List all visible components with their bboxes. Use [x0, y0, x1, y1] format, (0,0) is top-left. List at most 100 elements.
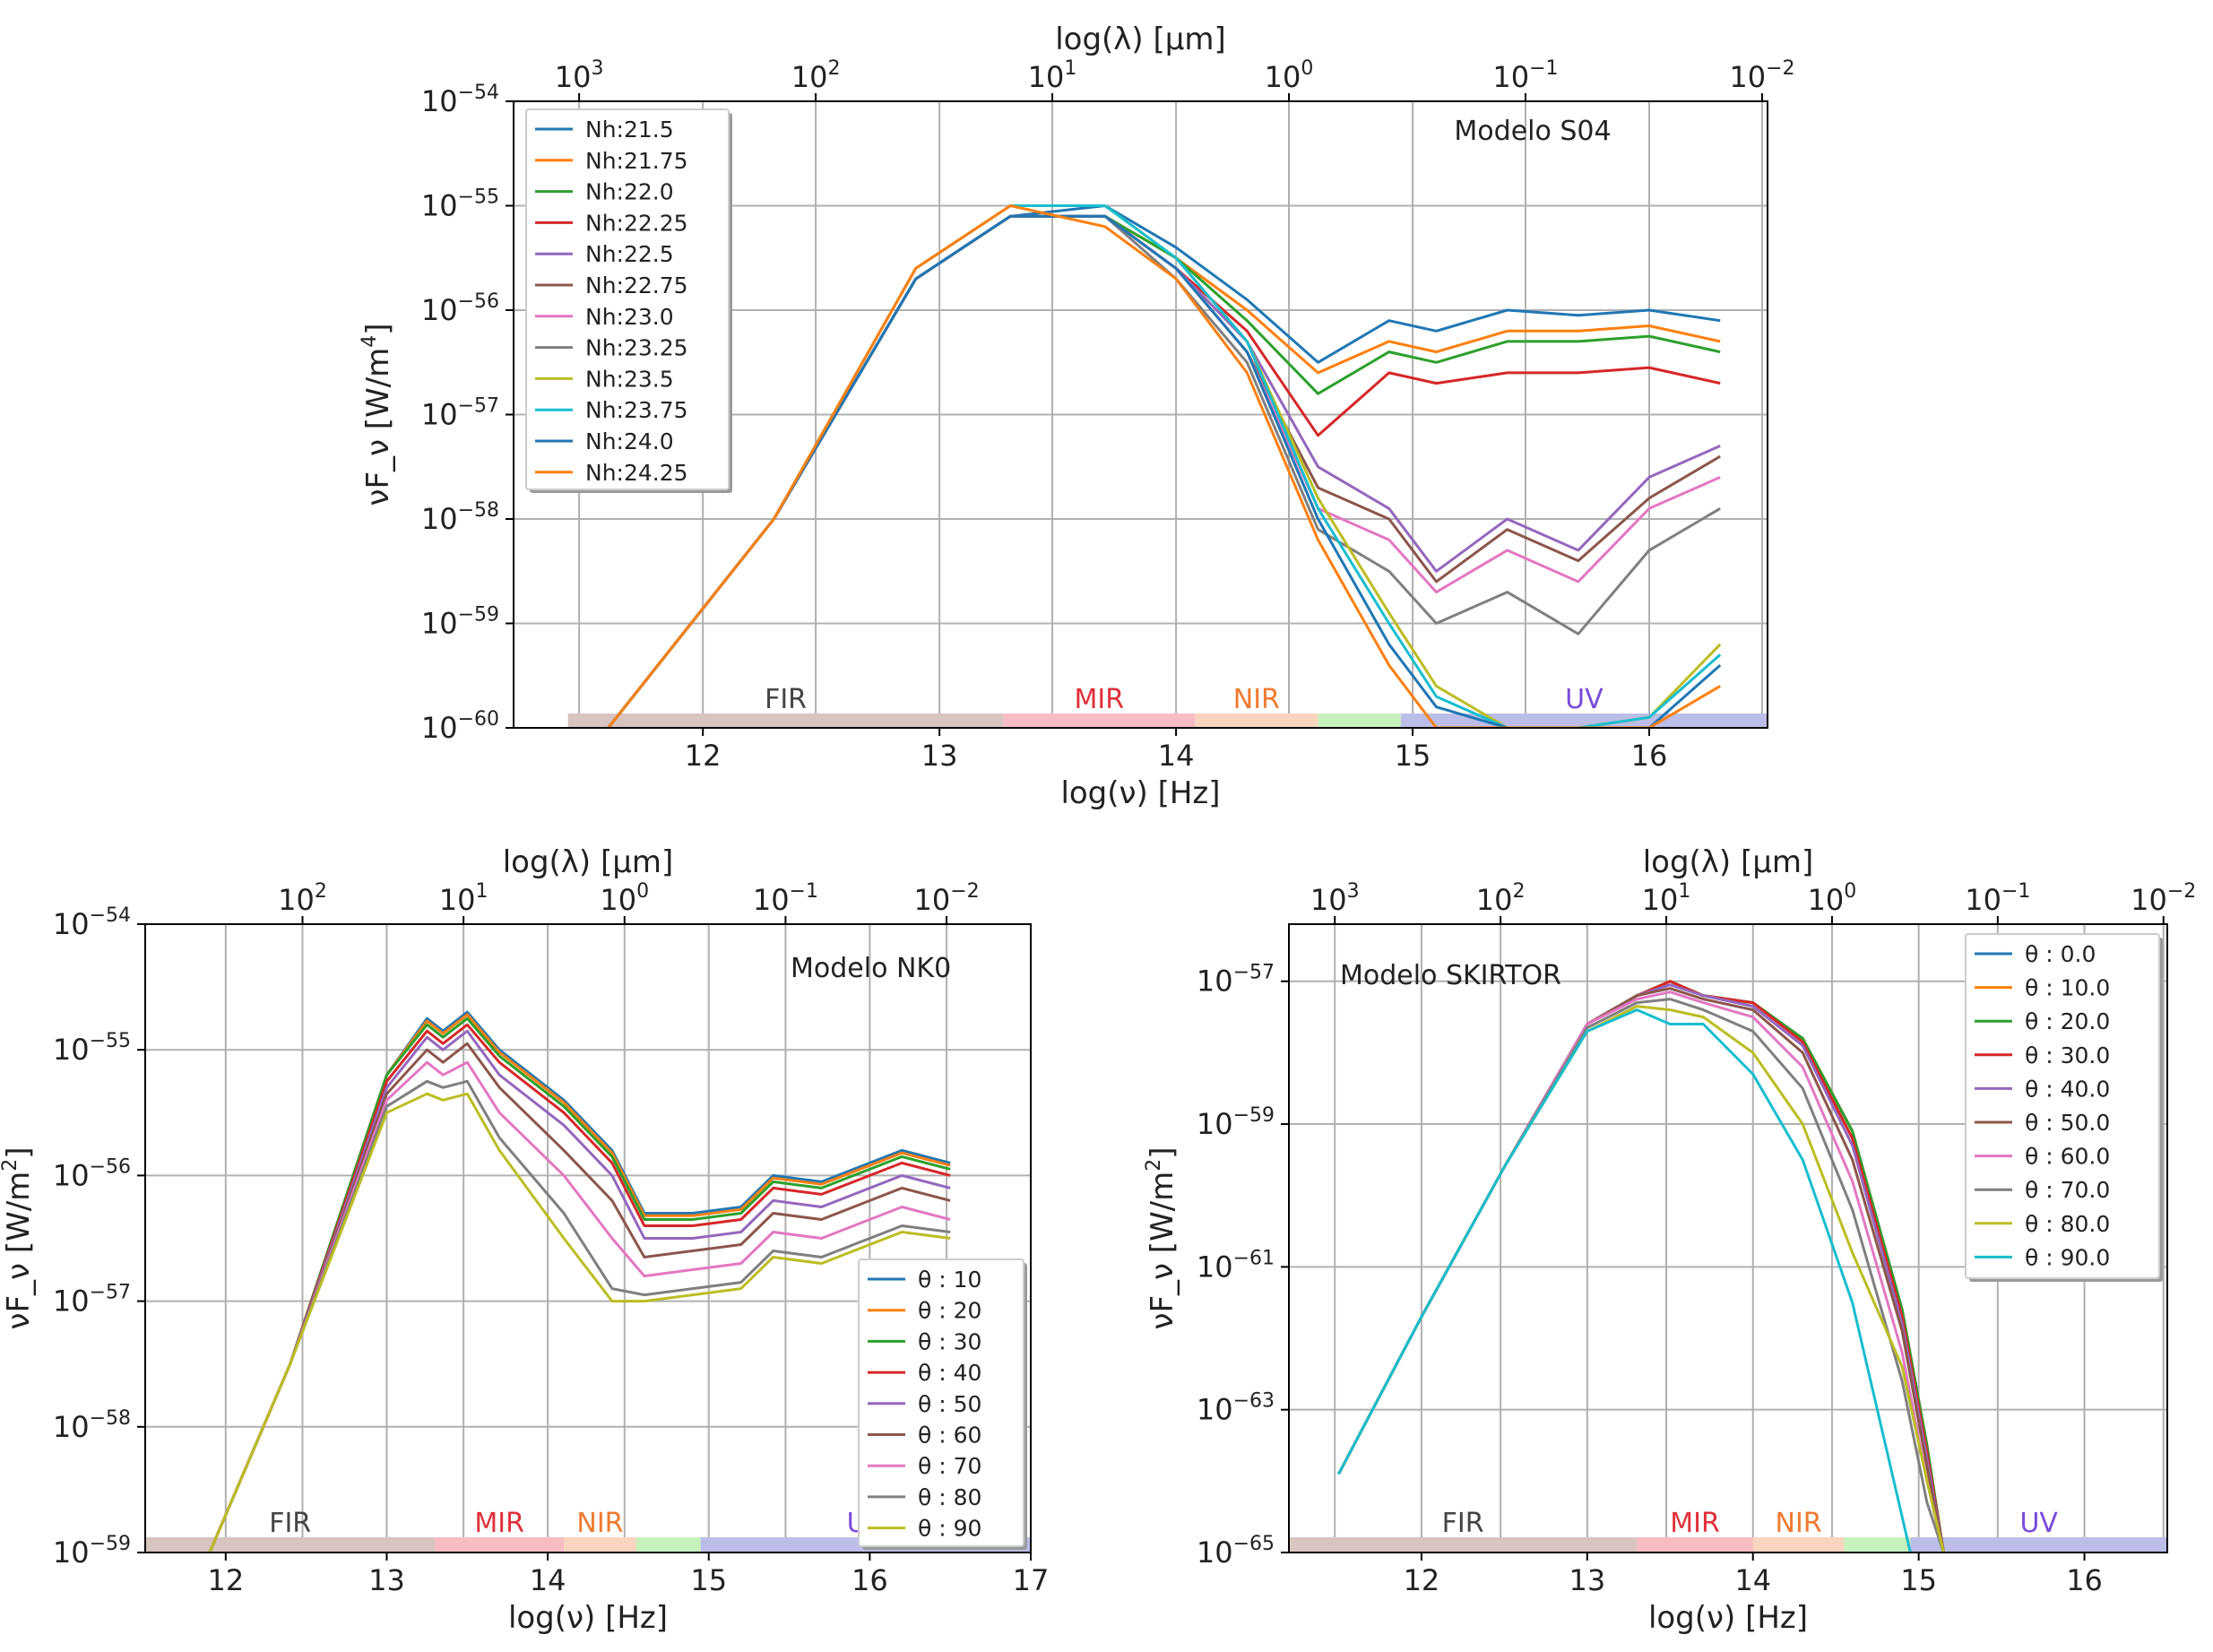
x-tick-label: 15 [1395, 739, 1431, 773]
series-group [1337, 980, 1945, 1553]
legend-entry: θ : 40 [918, 1360, 981, 1386]
legend-entry: θ : 80.0 [2025, 1211, 2110, 1237]
x-tick-label: 14 [1158, 739, 1195, 773]
top-tick-label: 102 [1476, 880, 1526, 917]
band-nir [1752, 1537, 1845, 1553]
legend-entry: Nh:22.75 [585, 272, 688, 298]
top-axis-label: log(λ) [μm] [1643, 844, 1814, 880]
legend-entry: Nh:23.25 [585, 335, 688, 361]
legend-entry: Nh:22.25 [585, 210, 688, 236]
top-axis-label: log(λ) [μm] [1055, 22, 1226, 57]
series-line-6 [208, 1060, 951, 1553]
x-tick-label: 15 [690, 1563, 727, 1597]
top-tick-label: 100 [600, 880, 649, 917]
band-label: UV [2019, 1508, 2058, 1539]
series-line-11 [607, 204, 1721, 728]
top-axis-label: log(λ) [μm] [503, 844, 674, 880]
legend-entry: θ : 40.0 [2025, 1076, 2110, 1102]
legend-entry: θ : 60 [918, 1423, 981, 1449]
y-tick-label: 10−59 [421, 604, 499, 641]
series-line-3 [208, 1023, 951, 1553]
top-tick-label: 10−1 [1492, 57, 1558, 94]
top-tick-label: 10−1 [1965, 880, 2030, 917]
y-tick-label: 10−56 [53, 1155, 131, 1192]
x-tick-label: 16 [1631, 739, 1668, 773]
y-tick-label: 10−57 [1197, 962, 1275, 999]
chart-panel-skirtor: FIR MIR NIR UV 12 13 14 15 16 10−65 10−63 10−61 10−5… [1143, 844, 2196, 1636]
series-line-4 [208, 1029, 951, 1553]
legend-entry: θ : 50 [918, 1391, 981, 1417]
top-tick-label: 10−2 [2131, 880, 2196, 917]
legend-entry: θ : 90.0 [2025, 1244, 2110, 1270]
legend: θ : 0.0 θ : 10.0 θ : 20.0 θ : 30.0 θ : 40.0 θ… [1965, 933, 2163, 1282]
band-label: FIR [765, 684, 807, 715]
x-tick-label: 12 [685, 739, 722, 773]
x-tick-label: 15 [1900, 1563, 1937, 1597]
legend-entry: Nh:23.75 [585, 397, 688, 423]
band-label: FIR [1442, 1508, 1484, 1539]
legend-entry: Nh:22.0 [585, 179, 674, 205]
y-axis-label: νF_ν [W/m2] [0, 1146, 37, 1329]
series-line-2 [208, 1016, 951, 1553]
top-tick-label: 100 [1265, 57, 1314, 94]
x-tick-label: 16 [2066, 1563, 2103, 1597]
legend-entry: Nh:23.5 [585, 366, 674, 392]
legend-entry: θ : 80 [918, 1484, 981, 1510]
legend-entry: θ : 30.0 [2025, 1042, 2110, 1068]
legend-entry: θ : 20 [918, 1298, 981, 1324]
x-tick-label: 13 [921, 739, 958, 773]
axes-frame [144, 923, 1032, 1553]
x-tick-label: 13 [1569, 1563, 1605, 1597]
series-group [208, 1010, 951, 1553]
band-vis [1318, 714, 1401, 728]
legend-entry: θ : 0.0 [2025, 941, 2096, 967]
band-label: NIR [1776, 1508, 1822, 1539]
legend-box [525, 108, 730, 490]
legend-entry: θ : 10 [918, 1267, 981, 1293]
y-tick-label: 10−58 [53, 1407, 131, 1444]
x-axis-label: log(ν) [Hz] [1648, 1600, 1808, 1636]
legend-entry: θ : 10.0 [2025, 975, 2110, 1001]
y-tick-label: 10−59 [1197, 1104, 1275, 1141]
y-tick-label: 10−54 [421, 82, 499, 118]
axes-frame [1288, 923, 2168, 1553]
legend-entry: θ : 70.0 [2025, 1177, 2110, 1203]
band-vis [635, 1537, 701, 1553]
y-tick-label: 10−57 [421, 395, 499, 432]
y-tick-label: 10−59 [53, 1533, 131, 1570]
chart-title: Modelo S04 [1454, 116, 1611, 147]
legend-entry: θ : 90 [918, 1516, 981, 1542]
band-label: MIR [1075, 684, 1125, 715]
y-tick-label: 10−54 [53, 904, 131, 941]
top-tick-label: 100 [1808, 880, 1857, 917]
top-tick-label: 103 [555, 57, 604, 94]
top-tick-label: 102 [791, 57, 841, 94]
legend-entry: θ : 50.0 [2025, 1110, 2110, 1136]
legend-box [858, 1258, 1024, 1547]
y-tick-label: 10−55 [421, 186, 499, 223]
y-tick-label: 10−60 [421, 708, 499, 745]
chart-title: Modelo SKIRTOR [1340, 960, 1561, 991]
series-line-5 [208, 1042, 951, 1553]
legend-entry: Nh:21.5 [585, 117, 674, 143]
y-tick-label: 10−56 [421, 290, 499, 327]
band-label: FIR [269, 1508, 311, 1539]
x-tick-label: 13 [368, 1563, 405, 1597]
x-tick-label: 17 [1013, 1563, 1050, 1597]
legend-entry: θ : 20.0 [2025, 1008, 2110, 1034]
band-label: MIR [474, 1508, 524, 1539]
band-label: NIR [1233, 684, 1280, 715]
legend-box [1965, 933, 2160, 1279]
band-mir [1637, 1537, 1753, 1553]
band-label: UV [1565, 684, 1604, 715]
band-uv [1910, 1537, 2167, 1553]
band-fir [145, 1537, 436, 1553]
legend-entry: Nh:22.5 [585, 241, 674, 267]
legend-entry: θ : 70 [918, 1453, 981, 1479]
legend-entry: Nh:24.0 [585, 428, 674, 454]
band-fir [567, 714, 1004, 728]
top-tick-label: 10−2 [1729, 57, 1794, 94]
y-tick-label: 10−57 [53, 1282, 131, 1319]
band-nir [1195, 714, 1318, 728]
legend-entry: Nh:24.25 [585, 460, 688, 486]
